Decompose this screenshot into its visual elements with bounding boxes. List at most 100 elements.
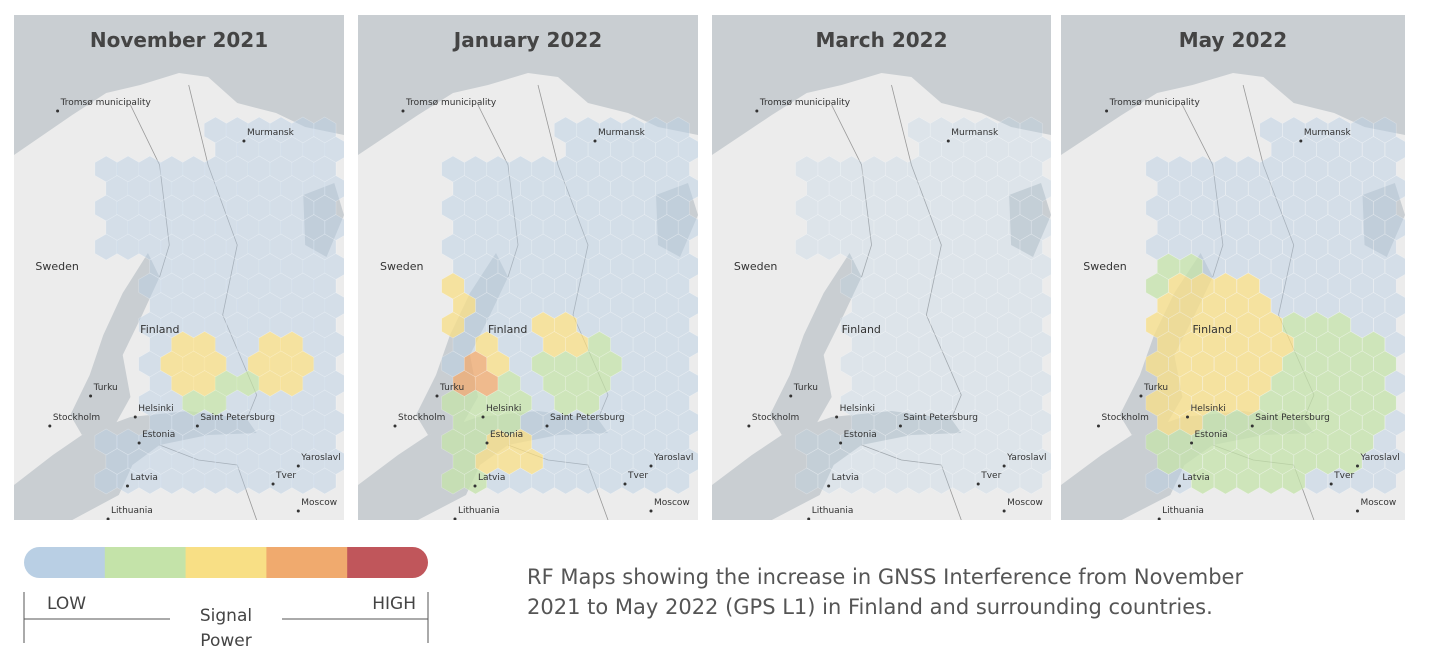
hex-cell <box>1191 194 1215 222</box>
city-dot <box>755 109 759 113</box>
hex-cell <box>885 389 909 417</box>
place-label: Yaroslavl <box>653 453 693 463</box>
hex-cell <box>203 272 227 300</box>
hex-cell <box>1373 116 1397 144</box>
hex-cell <box>1373 155 1397 183</box>
hex-cell <box>1293 448 1317 475</box>
hex-cell <box>1248 214 1272 241</box>
hex-cell <box>1259 194 1283 222</box>
hex-cell <box>1327 428 1351 456</box>
hex-cell <box>258 214 282 241</box>
hex-cell <box>1316 448 1340 475</box>
place-label: Latvia <box>1182 473 1209 483</box>
hex-cell <box>291 389 315 417</box>
hex-layer <box>1145 116 1405 495</box>
hex-cell <box>974 116 998 144</box>
hex-cell <box>1350 272 1374 300</box>
hex-cell <box>929 389 953 417</box>
hex-cell <box>997 389 1021 417</box>
place-label: Moscow <box>1007 498 1043 508</box>
place-label: Yaroslavl <box>300 453 340 463</box>
hex-cell <box>302 136 326 163</box>
hex-cell <box>1145 272 1169 300</box>
hex-cell <box>225 389 249 417</box>
hex-cell <box>236 253 260 280</box>
city-dot <box>649 509 653 513</box>
hex-cell <box>313 350 337 378</box>
hex-cell <box>1030 370 1051 397</box>
place-label: Murmansk <box>598 128 646 138</box>
hex-cell <box>116 467 140 495</box>
hex-cell <box>1157 253 1181 280</box>
hex-cell <box>1213 350 1237 378</box>
hex-cell <box>269 194 293 222</box>
hex-cell <box>1270 214 1294 241</box>
city-dot <box>242 139 246 143</box>
legend-low: LOW <box>47 594 86 614</box>
city-dot <box>1186 415 1190 419</box>
hex-cell <box>1316 331 1340 358</box>
hex-cell <box>1019 350 1043 378</box>
hex-cell <box>247 194 271 222</box>
place-label: Stockholm <box>398 413 445 423</box>
hex-cell <box>127 214 151 241</box>
place-label: Finland <box>842 323 881 336</box>
hex-cell <box>840 428 864 456</box>
hex-cell <box>1030 292 1051 319</box>
hex-cell <box>929 194 953 222</box>
hex-cell <box>929 233 953 261</box>
map-panel: Tromsø municipality Murmansk Sweden Finland… <box>712 15 1051 520</box>
place-label: Moscow <box>301 498 337 508</box>
hex-cell <box>1019 428 1043 456</box>
city-dot <box>649 464 653 468</box>
hex-cell <box>1213 155 1237 183</box>
city-dot <box>106 517 110 520</box>
sea <box>303 183 344 257</box>
hex-cell <box>1259 116 1283 144</box>
hex-cell <box>1361 448 1386 475</box>
hex-cell <box>1248 175 1272 202</box>
hex-cell <box>291 428 315 456</box>
hex-cell <box>280 253 304 280</box>
hex-cell <box>236 175 260 202</box>
hex-cell <box>1305 311 1329 339</box>
caption-line: 2021 to May 2022 (GPS L1) in Finland and… <box>527 595 1213 619</box>
hex-cell <box>918 448 942 475</box>
hex-cell <box>918 292 942 319</box>
hex-cell <box>138 428 162 456</box>
hex-cell <box>952 311 976 339</box>
hex-cell <box>862 194 886 222</box>
hex-cell <box>1019 467 1043 495</box>
hex-cell <box>840 467 864 495</box>
hex-cell <box>918 331 942 358</box>
place-label: Tromsø municipality <box>1109 98 1201 108</box>
city-dot <box>827 484 831 488</box>
city-dot <box>1139 394 1143 398</box>
place-label: Helsinki <box>486 404 521 414</box>
hex-cell <box>313 311 337 339</box>
hex-cell <box>952 194 976 222</box>
hex-cell <box>1373 350 1397 378</box>
hex-cell <box>1259 311 1283 339</box>
place-label: Turku <box>793 383 818 393</box>
city-dot <box>393 424 397 428</box>
hex-cell <box>1202 292 1226 319</box>
hex-cell <box>963 409 987 436</box>
hex-cell <box>1350 311 1374 339</box>
hex-cell <box>907 272 931 300</box>
hex-cell <box>160 155 184 183</box>
hex-cell <box>1213 194 1237 222</box>
hex-cell <box>873 370 897 397</box>
hex-cell <box>193 253 217 280</box>
hex-cell <box>149 253 173 280</box>
hex-cell <box>269 272 293 300</box>
hex-cell <box>1157 214 1181 241</box>
hex-cell <box>1225 448 1249 475</box>
hex-cell <box>1008 175 1032 202</box>
hex-cell <box>1282 428 1306 456</box>
hex-cell <box>885 428 909 456</box>
place-label: Tver <box>980 471 1001 481</box>
hex-cell <box>149 175 173 202</box>
city-dot <box>593 139 597 143</box>
